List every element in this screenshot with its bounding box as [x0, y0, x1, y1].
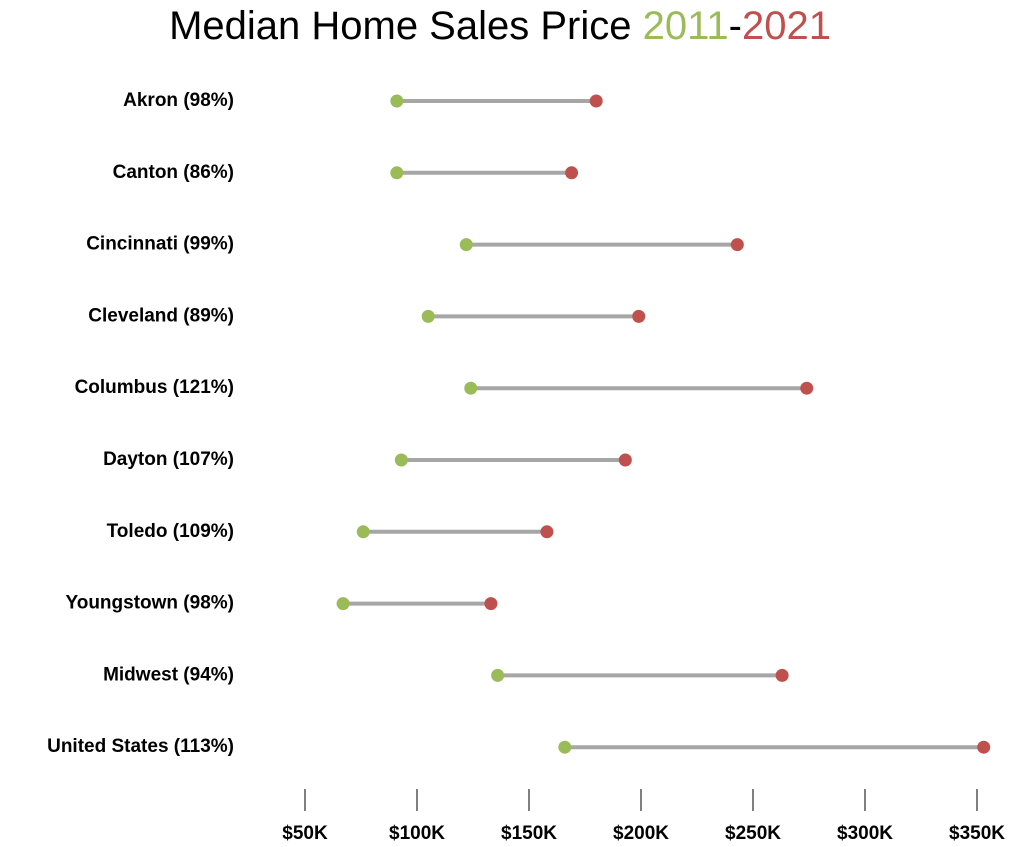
dot: [589, 94, 603, 108]
y-tick-label: Cleveland (89%): [88, 305, 234, 326]
y-tick-label: Toledo (109%): [107, 521, 234, 542]
dot: [484, 597, 498, 611]
dot: [800, 381, 814, 395]
y-tick-label: Columbus (121%): [75, 377, 234, 398]
dot: [390, 166, 404, 180]
y-tick-label: Cincinnati (99%): [86, 234, 234, 255]
dot: [540, 525, 554, 539]
dot: [459, 238, 473, 252]
dot: [775, 668, 789, 682]
x-tick-label: $100K: [389, 823, 445, 844]
y-tick-label: Youngstown (98%): [65, 593, 234, 614]
title-year-end: 2021: [742, 4, 831, 48]
y-tick-label: Midwest (94%): [103, 664, 234, 685]
dot: [390, 94, 404, 108]
y-tick-label: United States (113%): [47, 736, 234, 757]
dot: [730, 238, 744, 252]
x-tick-label: $200K: [613, 823, 669, 844]
dot: [977, 740, 991, 754]
dot: [356, 525, 370, 539]
title-separator: -: [729, 4, 742, 48]
dot: [336, 597, 350, 611]
title-year-start: 2011: [643, 4, 729, 48]
dot: [558, 740, 572, 754]
dot: [632, 309, 646, 323]
x-tick-label: $250K: [725, 823, 781, 844]
x-tick-label: $50K: [282, 823, 328, 844]
dot: [565, 166, 579, 180]
x-tick-label: $150K: [501, 823, 557, 844]
dot: [394, 453, 408, 467]
dot: [464, 381, 478, 395]
x-tick-label: $300K: [837, 823, 893, 844]
chart-title: Median Home Sales Price: [169, 4, 631, 48]
y-tick-label: Canton (86%): [113, 162, 234, 183]
x-tick-label: $350K: [949, 823, 1005, 844]
y-tick-label: Dayton (107%): [103, 449, 234, 470]
dot: [618, 453, 632, 467]
chart-title-group: Median Home Sales Price 2011-2021: [169, 4, 831, 48]
y-tick-label: Akron (98%): [123, 90, 234, 111]
dot: [491, 668, 505, 682]
dot: [421, 309, 435, 323]
